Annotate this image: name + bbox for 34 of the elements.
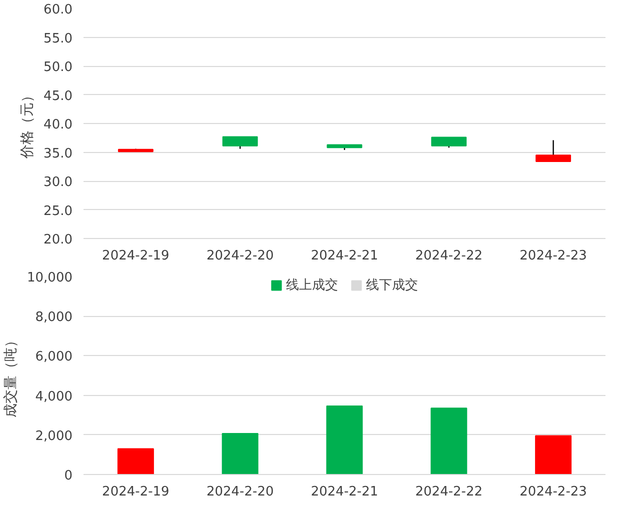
x-tick-label: 2024-2-22 [415, 248, 483, 264]
bar [535, 435, 572, 474]
x-tick-label: 2024-2-23 [520, 248, 587, 264]
legend-label: 线上成交 [286, 277, 338, 294]
y-axis-title: 成交量（吨） [3, 334, 20, 418]
y-tick-label: 2,000 [35, 428, 72, 444]
y-axis-title: 价格（元） [20, 88, 36, 160]
y-tick-label: 8,000 [35, 310, 72, 326]
y-tick-label: 30.0 [44, 175, 73, 190]
y-tick-label: 40.0 [44, 118, 73, 132]
x-tick-label: 2024-2-20 [206, 484, 274, 500]
legend-label: 线下成交 [366, 277, 418, 294]
bar [117, 448, 154, 474]
x-tick-label: 2024-2-21 [310, 484, 378, 500]
y-tick-label: 6,000 [35, 350, 72, 365]
y-tick-label: 25.0 [44, 204, 73, 219]
bar [326, 405, 363, 474]
bar [222, 433, 258, 474]
y-tick-label: 45.0 [44, 88, 73, 104]
bar [430, 408, 468, 474]
y-tick-label: 10,000 [27, 270, 73, 286]
y-tick-label: 55.0 [44, 31, 73, 46]
x-tick-label: 2024-2-21 [310, 248, 378, 264]
y-tick-label: 35.0 [44, 146, 73, 162]
y-tick-label: 4,000 [35, 389, 72, 404]
y-tick-label: 20.0 [44, 232, 73, 248]
x-tick-label: 2024-2-22 [415, 484, 483, 500]
x-tick-label: 2024-2-19 [102, 248, 170, 264]
x-tick-label: 2024-2-23 [520, 484, 587, 500]
y-tick-label: 50.0 [44, 60, 73, 75]
y-tick-label: 0 [64, 468, 73, 484]
y-tick-label: 60.0 [44, 2, 73, 18]
x-tick-label: 2024-2-19 [102, 484, 170, 500]
x-tick-label: 2024-2-20 [206, 248, 274, 264]
